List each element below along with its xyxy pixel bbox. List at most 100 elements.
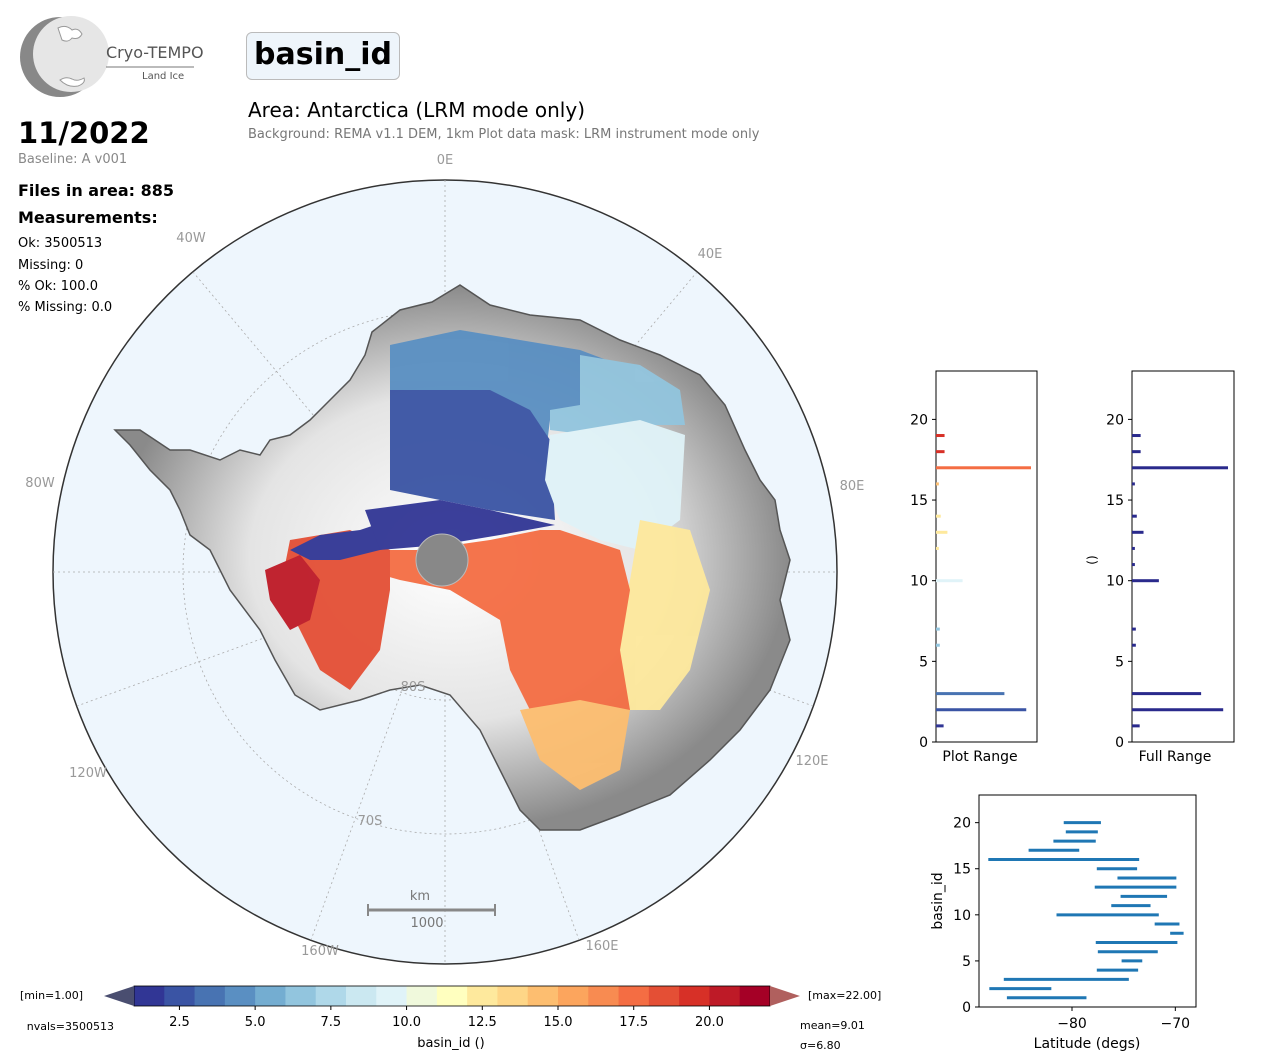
y-tick-label: 5: [962, 954, 971, 970]
colorbar-segment: [648, 986, 680, 1006]
colorbar-tick-label: 20.0: [695, 1015, 724, 1030]
cryo-tempo-logo: Cryo-TEMPO Land Ice: [20, 16, 203, 97]
colorbar-segment: [739, 986, 771, 1006]
scale-bar-value: 1000: [410, 916, 443, 931]
period-date: 11/2022: [18, 116, 150, 150]
colorbar-min-extension: [104, 986, 134, 1006]
histogram-bar: [1132, 643, 1136, 647]
colorbar-segments: [133, 985, 771, 1007]
files-count: Files in area: 885: [18, 181, 174, 200]
histogram-bar: [1132, 708, 1224, 712]
scale-bar: km 1000: [367, 889, 496, 931]
colorbar-segment: [558, 986, 589, 1006]
y-tick-label: 15: [953, 862, 971, 878]
colorbar-segment: [679, 986, 710, 1006]
histogram-bar: [1132, 627, 1136, 631]
latitude-range-plot: 0 5 10 15 20 −80 −70 Latitude (degs) basin_id: [930, 794, 1197, 1052]
lon-label: 160W: [301, 944, 339, 959]
histogram-bar: [1132, 482, 1135, 486]
lon-label: 120E: [795, 754, 828, 769]
colorbar-segment: [194, 986, 226, 1006]
colorbar-segment: [164, 986, 196, 1006]
y-tick-label: 5: [1115, 654, 1124, 670]
histogram-bar: [936, 434, 945, 438]
histogram-bar: [936, 627, 940, 631]
y-tick-label: 20: [910, 412, 928, 428]
scale-bar-unit: km: [410, 889, 430, 904]
colorbar-segment: [315, 986, 347, 1006]
lat-label: 80S: [401, 680, 426, 695]
y-axis-label: (): [1085, 555, 1099, 564]
lon-label: 40W: [176, 231, 206, 246]
x-axis-label: Latitude (degs): [1034, 1036, 1141, 1052]
antarctica-map: 0E 40E 80E 120E 160E 160W 120W 80W 40W 8…: [25, 153, 864, 965]
y-tick-label: 10: [953, 908, 971, 924]
colorbar-segment: [134, 986, 165, 1006]
colorbar-tick-label: 10.0: [392, 1015, 421, 1030]
y-tick-label: 15: [1106, 493, 1124, 509]
histogram-bar: [936, 482, 939, 486]
histogram-bar: [1132, 546, 1135, 550]
histogram-bar: [936, 643, 940, 647]
histogram-bar: [936, 579, 963, 583]
colorbar-segment: [527, 986, 559, 1006]
colorbar-mean: mean=9.01: [800, 1019, 865, 1032]
y-tick-label: 20: [1106, 412, 1124, 428]
x-tick-label: −70: [1161, 1016, 1191, 1032]
colorbar-segment: [618, 986, 650, 1006]
histogram-bar: [1132, 530, 1144, 534]
histogram-bar: [1132, 434, 1141, 438]
colorbar-label: basin_id (): [417, 1036, 484, 1051]
colorbar-nvals: nvals=3500513: [27, 1020, 114, 1033]
colorbar-tick-label: 17.5: [619, 1015, 648, 1030]
histogram-bar: [1132, 466, 1228, 470]
histogram-bar: [936, 724, 944, 728]
colorbar-segment: [709, 986, 741, 1006]
latitude-range-bars: [988, 821, 1184, 1000]
x-axis-label: Plot Range: [942, 749, 1017, 765]
x-axis-label: Full Range: [1139, 749, 1212, 765]
colorbar-segment: [224, 986, 256, 1006]
histogram-bar: [936, 450, 945, 454]
logo-subtitle: Land Ice: [142, 71, 184, 82]
plot-range-histogram: 0 5 10 15 20 Plot Range: [910, 370, 1038, 765]
histogram-bar: [1132, 563, 1135, 567]
colorbar-tick-label: 7.5: [321, 1015, 342, 1030]
y-tick-label: 0: [1115, 735, 1124, 751]
colorbar-segment: [436, 986, 468, 1006]
stat-missing: Missing: 0: [18, 258, 84, 273]
stat-pct-missing: % Missing: 0.0: [18, 300, 113, 315]
histogram-bar: [1132, 450, 1141, 454]
measurements-heading: Measurements:: [18, 208, 158, 227]
pole-hole: [415, 533, 469, 587]
y-tick-label: 10: [1106, 574, 1124, 590]
colorbar-segment: [346, 986, 377, 1006]
colorbar-tick-label: 15.0: [544, 1015, 573, 1030]
colorbar-segment: [406, 986, 438, 1006]
histogram-bar: [1132, 724, 1140, 728]
lon-label: 120W: [69, 766, 107, 781]
colorbar-sigma: σ=6.80: [800, 1039, 841, 1052]
y-tick-label: 0: [962, 1000, 971, 1016]
stat-pct-ok: % Ok: 100.0: [18, 279, 98, 294]
histogram-bar: [1132, 514, 1137, 518]
colorbar-segment: [285, 986, 317, 1006]
baseline-label: Baseline: A v001: [18, 152, 128, 167]
histogram-bar: [1132, 692, 1202, 696]
y-axis-label: basin_id: [930, 872, 946, 929]
colorbar-segment: [255, 986, 286, 1006]
colorbar-segment: [467, 986, 498, 1006]
y-axis-ticks: 0 5 10 15 20: [953, 816, 979, 1016]
histogram-bars: [936, 434, 1031, 728]
histogram-bar: [936, 466, 1031, 470]
y-tick-label: 0: [919, 735, 928, 751]
area-title: Area: Antarctica (LRM mode only): [248, 98, 586, 122]
full-range-histogram: 0 5 10 15 20 Full Range (): [1085, 370, 1235, 765]
stat-ok: Ok: 3500513: [18, 236, 103, 251]
logo-title: Cryo-TEMPO: [106, 43, 203, 62]
histogram-bar: [936, 708, 1027, 712]
colorbar-segment: [497, 986, 529, 1006]
y-tick-label: 10: [910, 574, 928, 590]
y-axis-ticks: 0 5 10 15 20: [1106, 412, 1132, 751]
colorbar-ticks: 2.5 5.0 7.5 10.0 12.5 15.0 17.5 20.0: [169, 1006, 724, 1030]
